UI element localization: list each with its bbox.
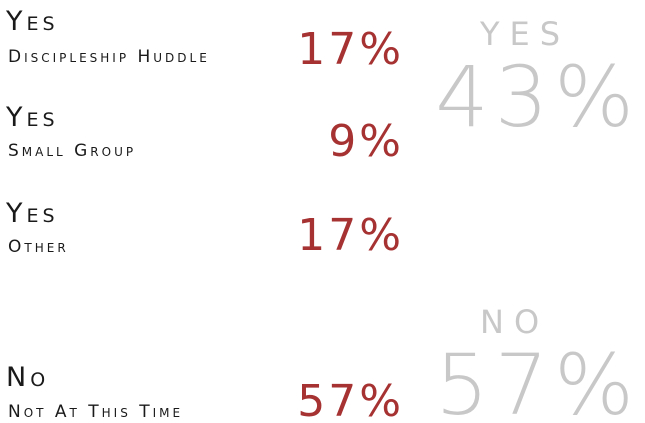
row-value: 17% — [297, 24, 404, 75]
row-sublabel: Small Group — [8, 141, 136, 161]
row-sublabel: Discipleship Huddle — [8, 47, 210, 67]
row-label: Yes — [5, 102, 59, 133]
row-value: 57% — [297, 376, 404, 423]
row-sublabel: Not At This Time — [8, 402, 183, 422]
row-label: No — [6, 362, 49, 393]
row-label: Yes — [5, 198, 59, 229]
row-value: 17% — [297, 210, 404, 261]
summary-value: 57% — [435, 336, 640, 423]
row-sublabel: Other — [8, 237, 69, 257]
summary: YES 43% NO 57% — [435, 15, 640, 423]
summary-value: 43% — [435, 48, 640, 146]
summary-label: YES — [479, 15, 570, 53]
summary-label: NO — [480, 303, 549, 341]
row-value: 9% — [328, 116, 404, 167]
rows: Yes Discipleship Huddle 17% Yes Small Gr… — [5, 6, 404, 423]
row-label: Yes — [5, 6, 59, 37]
